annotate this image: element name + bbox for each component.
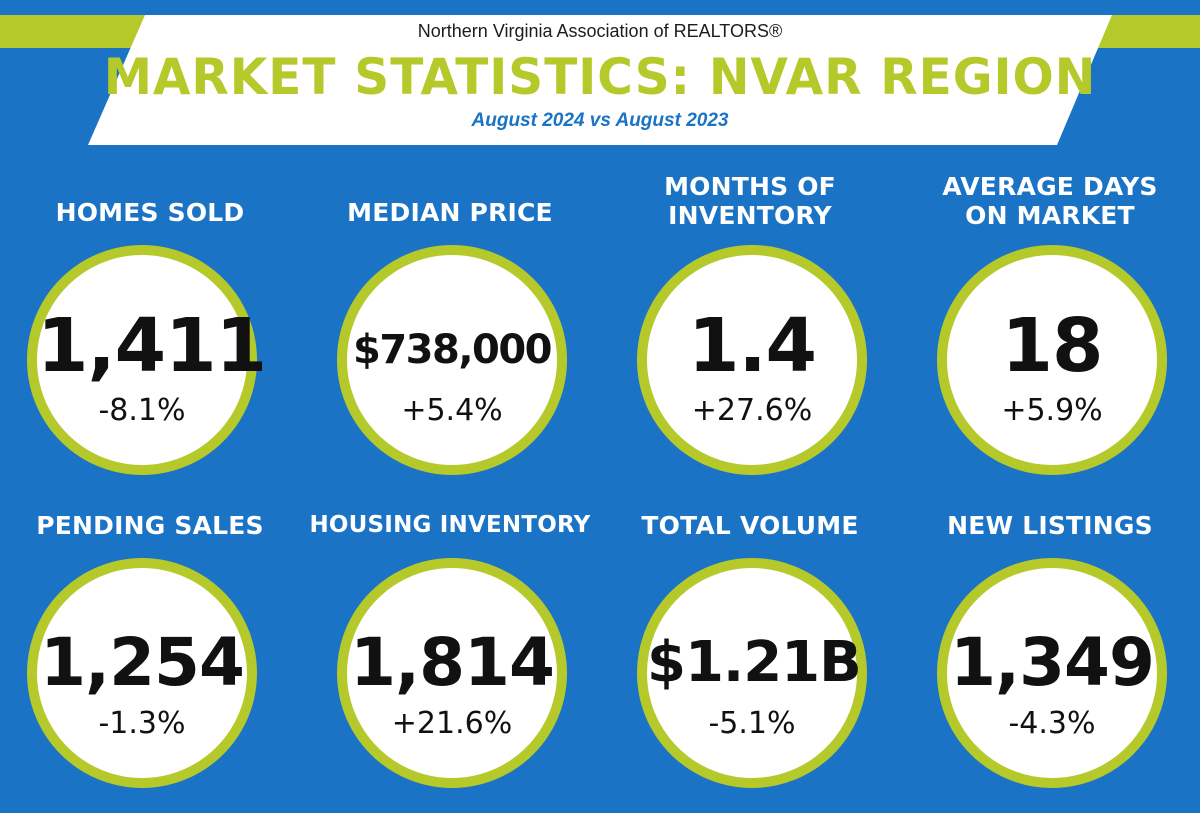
period-subtitle: August 2024 vs August 2023: [471, 110, 729, 131]
stat-label: TOTAL VOLUME: [600, 511, 900, 540]
stat-change: -5.1%: [708, 706, 796, 741]
stat-value: 1,349: [950, 624, 1155, 701]
stat-change: -1.3%: [98, 706, 186, 741]
stat-label-line: INVENTORY: [668, 201, 832, 230]
stat-value: 18: [1001, 303, 1104, 389]
stat-change: -8.1%: [98, 393, 186, 428]
stat-label-line: PENDING SALES: [36, 511, 264, 540]
stat-label: HOMES SOLD: [0, 198, 300, 227]
stat-circle: 1,814 +21.6%: [337, 558, 567, 788]
stat-circle: 1,349 -4.3%: [937, 558, 1167, 788]
stat-label: NEW LISTINGS: [900, 511, 1200, 540]
stat-change: +5.4%: [401, 393, 503, 428]
stat-value: $1.21B: [647, 630, 862, 695]
stat-circle: $1.21B -5.1%: [637, 558, 867, 788]
stat-circle: 1,254 -1.3%: [27, 558, 257, 788]
stat-label-line: ON MARKET: [965, 201, 1135, 230]
stat-label-line: MEDIAN PRICE: [347, 198, 553, 227]
stat-value: 1,411: [37, 303, 267, 389]
stat-label: MEDIAN PRICE: [300, 198, 600, 227]
header-banner: Northern Virginia Association of REALTOR…: [0, 0, 1200, 150]
stat-label: AVERAGE DAYS ON MARKET: [900, 172, 1200, 230]
stat-circle: 1.4 +27.6%: [637, 245, 867, 475]
stat-label-line: HOUSING INVENTORY: [309, 512, 591, 538]
stat-value: 1,814: [350, 624, 555, 701]
stat-change: -4.3%: [1008, 706, 1096, 741]
stat-circle: 18 +5.9%: [937, 245, 1167, 475]
stat-circle: $738,000 +5.4%: [337, 245, 567, 475]
stat-label-line: TOTAL VOLUME: [641, 511, 859, 540]
stat-label-line: AVERAGE DAYS: [942, 172, 1158, 201]
stat-change: +27.6%: [691, 393, 813, 428]
banner-shapes: [0, 15, 1200, 145]
stat-change: +21.6%: [391, 706, 513, 741]
stat-label-line: MONTHS OF: [664, 172, 836, 201]
stat-value: 1.4: [687, 303, 817, 389]
stat-circle: 1,411 -8.1%: [27, 245, 267, 475]
page-title: MARKET STATISTICS: NVAR REGION: [103, 48, 1097, 106]
stat-label-line: HOMES SOLD: [55, 198, 245, 227]
stat-value: $738,000: [352, 327, 553, 373]
stat-label: MONTHS OF INVENTORY: [600, 172, 900, 230]
stat-label: PENDING SALES: [0, 511, 300, 540]
stat-value: 1,254: [40, 624, 245, 701]
organization-name: Northern Virginia Association of REALTOR…: [417, 21, 783, 41]
stat-label-line: NEW LISTINGS: [947, 511, 1153, 540]
stat-change: +5.9%: [1001, 393, 1103, 428]
banner-white-panel: [88, 15, 1112, 145]
stat-label: HOUSING INVENTORY: [300, 511, 600, 540]
